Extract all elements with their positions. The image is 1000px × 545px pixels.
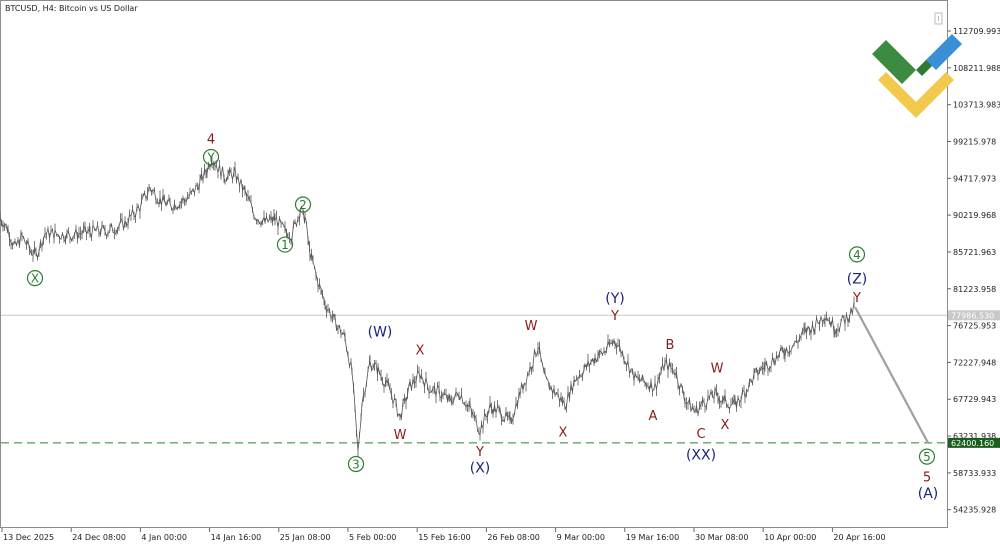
wave-label: W	[525, 319, 538, 334]
wave-label: B	[666, 338, 675, 353]
wave-label-circle	[918, 448, 936, 465]
wave-label: W	[711, 362, 724, 377]
x-tick-label: 15 Feb 16:00	[418, 533, 470, 542]
logo-blue-bar	[926, 34, 962, 70]
wave-label: Y	[206, 150, 215, 164]
y-axis: 112709.993 108211.988 103713.983 99215.978 9…	[947, 27, 1000, 515]
wave-label: X	[31, 272, 39, 286]
y-tick-label: 112709.993	[953, 27, 1000, 36]
y-tick-label: 85721.963	[953, 248, 996, 257]
wave-label: X	[721, 418, 730, 433]
wave-label: (XX)	[686, 447, 716, 463]
wave-label: 1	[281, 238, 289, 252]
support-price-label: 62400.160	[951, 439, 994, 448]
y-tick-label: 103713.983	[953, 101, 1000, 110]
y-tick-label: 90219.968	[953, 211, 996, 220]
wave-label: 5	[923, 450, 931, 464]
x-tick-label: 20 Apr 16:00	[833, 533, 885, 542]
wave-label: (X)	[470, 460, 491, 476]
price-series	[0, 156, 855, 458]
plot-frame	[0, 0, 948, 528]
x-tick-label: 19 Mar 16:00	[626, 533, 679, 542]
y-tick-label: 81223.958	[953, 285, 996, 294]
x-tick-label: 5 Feb 00:00	[349, 533, 396, 542]
y-tick-label: 99215.978	[953, 137, 996, 146]
wave-label: A	[649, 409, 658, 424]
wave-label: Y	[475, 445, 484, 460]
x-tick-label: 25 Jan 08:00	[280, 533, 331, 542]
projection-line	[854, 306, 929, 444]
wave-label-circle	[294, 196, 312, 213]
x-axis: 13 Dec 2025 24 Dec 08:00 4 Jan 00:00 14 Jan…	[1, 528, 886, 542]
wave-label-circle	[26, 270, 44, 287]
wave-label: 3	[352, 457, 360, 471]
wave-label: Y	[852, 291, 861, 306]
current-price-label: 77986.530	[951, 311, 994, 320]
x-tick-label: 4 Jan 00:00	[141, 533, 187, 542]
y-tick-label: 67729.943	[953, 395, 996, 404]
wave-label: X	[559, 425, 568, 440]
wave-label-circle	[848, 246, 866, 263]
y-tick-label: 108211.988	[953, 64, 1000, 73]
y-tick-label: 94717.973	[953, 174, 996, 183]
chart-title: BTCUSD, H4: Bitcoin vs US Dollar	[5, 4, 138, 13]
wave-label: W	[394, 428, 407, 443]
wave-label-circle	[276, 236, 294, 253]
wave-label-circle	[347, 455, 365, 473]
y-tick-label: 58733.933	[953, 469, 996, 478]
x-tick-label: 30 Mar 08:00	[695, 533, 748, 542]
logo-green-chevron	[872, 40, 916, 84]
wave-label: (A)	[918, 486, 939, 502]
y-tick-label: 76725.953	[953, 322, 996, 331]
y-tick-label: 72227.948	[953, 358, 996, 367]
x-tick-label: 24 Dec 08:00	[72, 533, 126, 542]
wave-label: (Z)	[847, 271, 868, 287]
wave-label: 4	[207, 132, 215, 147]
x-tick-label: 9 Mar 00:00	[557, 533, 605, 542]
support-price-badge	[948, 437, 1000, 448]
wave-label: 5	[923, 470, 931, 485]
x-tick-label: 14 Jan 16:00	[211, 533, 262, 542]
y-tick-label: 63231.938	[953, 432, 996, 441]
x-tick-label: 26 Feb 08:00	[487, 533, 539, 542]
wave-label: 4	[853, 248, 861, 262]
wave-label-circle	[202, 148, 220, 166]
x-tick-label: 13 Dec 2025	[3, 533, 54, 542]
wave-label: (Y)	[605, 291, 624, 307]
wave-label: (W)	[368, 325, 393, 341]
logo-yellow-chevron	[878, 72, 954, 118]
brand-logo	[872, 34, 962, 118]
wave-label: 2	[299, 198, 307, 212]
x-tick-label: 10 Apr 00:00	[764, 533, 816, 542]
y-tick-label: 54235.928	[953, 506, 996, 515]
price-line	[0, 162, 855, 451]
wave-label: X	[416, 344, 425, 359]
wave-label: C	[696, 427, 705, 442]
wave-label: Y	[610, 309, 619, 324]
current-price-badge	[948, 310, 1000, 321]
